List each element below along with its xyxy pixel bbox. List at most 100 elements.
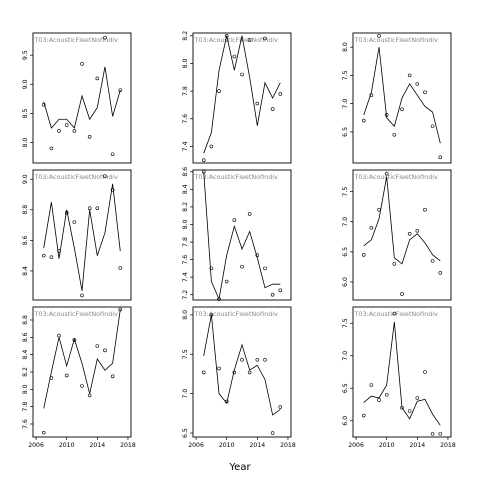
data-point [415,228,420,233]
data-point [80,62,84,66]
data-point [232,218,237,222]
data-point [57,333,61,338]
data-point [247,38,252,42]
data-point [209,313,214,317]
y-tick-label: 8.4 [182,184,189,194]
y-tick-label: 6.5 [342,127,349,137]
data-point [80,384,84,388]
fit-line [363,176,441,265]
data-point [110,152,115,157]
y-tick-label: 7.0 [182,389,189,399]
data-point [255,253,260,258]
panel-title: T03:AcousticFleetNofIndiv [194,36,279,44]
y-tick-label: 7.5 [342,318,349,328]
data-point [118,266,123,270]
data-point [369,93,374,97]
fit-line [203,171,281,301]
x-tick-label: 2018 [120,442,136,449]
y-tick-label: 7.5 [182,349,189,359]
panel-frame [32,32,132,164]
data-point [361,413,366,418]
y-tick-label: 7.6 [182,114,189,124]
data-point [95,206,100,211]
fit-line [363,321,441,426]
y-tick-label: 7.2 [182,290,189,300]
panel-2: T03:AcousticFleetNofIndiv 7.4 7.6 7.8 8.0 8.2 [182,31,292,164]
data-point [110,374,115,379]
y-tick-label: 6.0 [342,416,349,426]
data-point [110,188,115,192]
data-point [57,129,61,133]
y-tick-label: 8.0 [22,138,29,148]
data-point [278,92,283,96]
data-point [247,370,252,375]
y-tick-label: 7.4 [182,272,189,282]
panel-4: T03:AcousticFleetNofIndiv 8.4 8.6 8.8 9.0 [22,169,132,301]
data-point [255,357,260,362]
y-tick-label: 8.4 [22,350,29,360]
y-tick-label: 6.5 [342,383,349,393]
data-point [361,118,366,123]
panel-frame [352,169,452,301]
data-point [95,76,100,81]
data-point [369,383,374,387]
y-tick-label: 7.0 [342,351,349,361]
data-point [270,292,275,297]
panel-5: T03:AcousticFleetNofIndiv 7.2 7.4 7.6 7.8 8.0… [182,167,292,301]
y-tick-label: 9.0 [22,174,29,184]
x-tick-label: 2014 [89,442,105,449]
data-point [430,259,435,263]
data-point [423,90,427,95]
data-point [377,398,381,402]
y-tick-label: 8.6 [182,167,189,177]
data-point [392,311,397,316]
data-point [278,405,283,409]
y-tick-label: 8.2 [22,367,29,377]
panel-title: T03:AcousticFleetNofIndiv [354,36,439,44]
x-tick-label: 2010 [379,442,395,449]
data-point [217,89,221,93]
data-point [41,102,46,107]
data-point [232,370,237,375]
data-point [392,262,397,266]
y-tick-label: 8.0 [182,310,189,320]
panel-title: T03:AcousticFleetNofIndiv [194,310,279,318]
data-point [278,288,283,293]
x-tick-label: 2010 [59,442,75,449]
data-point [438,431,443,436]
fit-line [43,309,121,409]
panel-frame [352,306,452,438]
data-point [209,266,214,271]
data-point [377,34,381,38]
y-tick-label: 7.8 [182,86,189,96]
y-tick-label: 6.5 [342,247,349,257]
data-point [240,72,244,77]
data-point [217,366,221,371]
panel-3: T03:AcousticFleetNofIndiv 6.5 7.0 7.5 8.0 [342,32,452,164]
x-tick-label: 2006 [348,442,364,449]
data-point [240,264,244,269]
data-point [49,146,54,151]
panel-frame [352,32,452,164]
x-tick-label: 2010 [219,442,235,449]
data-point [407,73,412,78]
data-point [87,134,92,139]
fit-line [203,35,281,154]
data-point [72,338,77,342]
data-point [95,344,100,348]
data-point [201,158,206,163]
y-tick-label: 8.5 [22,108,29,118]
data-point [407,409,412,413]
data-point [103,348,107,353]
panel-frame [192,169,292,301]
data-point [41,430,46,435]
y-tick-label: 6.0 [342,277,349,287]
data-point [255,101,260,106]
x-axis-label: Year [228,462,251,473]
y-tick-label: 9.5 [22,50,29,60]
fit-line [363,47,441,144]
data-point [263,357,267,362]
panel-grid: T03:AcousticFleetNofIndiv 8.0 8.5 9.0 9.5 T03… [22,31,456,449]
data-point [224,33,229,38]
